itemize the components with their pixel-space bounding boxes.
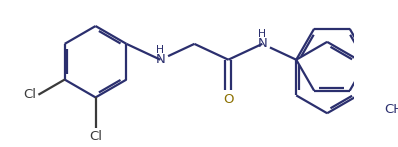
Text: O: O — [223, 92, 234, 106]
Text: CH₃: CH₃ — [384, 103, 398, 116]
Text: Cl: Cl — [23, 88, 37, 101]
Text: H: H — [156, 45, 164, 55]
Text: Cl: Cl — [89, 130, 102, 143]
Text: N: N — [258, 37, 267, 50]
Text: N: N — [156, 53, 165, 66]
Text: H: H — [258, 29, 266, 39]
